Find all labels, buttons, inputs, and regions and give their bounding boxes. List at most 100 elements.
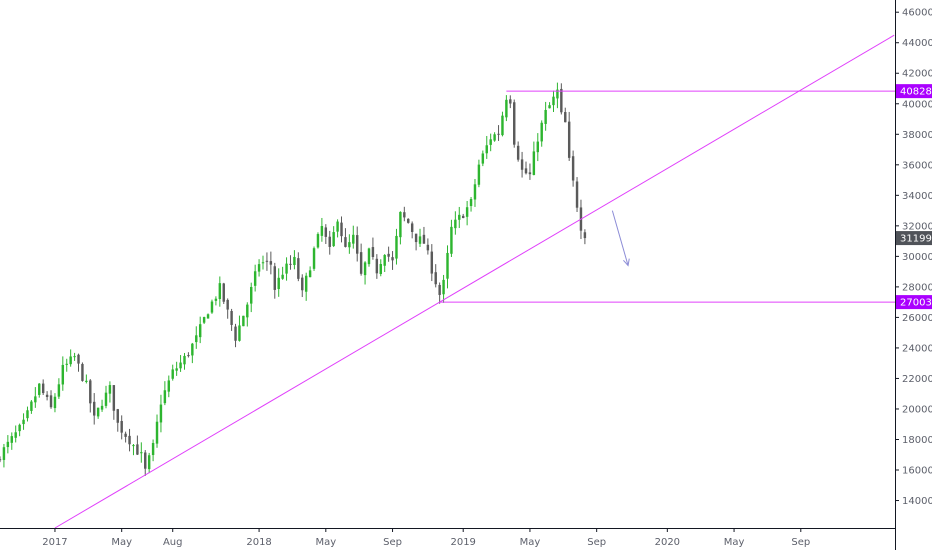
last-price-badge xyxy=(896,231,932,246)
candle-body xyxy=(100,405,104,410)
candle-body xyxy=(202,317,206,323)
candle-body xyxy=(509,99,512,104)
candle-body xyxy=(222,283,225,302)
candle-body xyxy=(53,396,57,409)
candle-body xyxy=(0,459,2,461)
time-tick-label: May xyxy=(315,537,336,548)
candle-body xyxy=(567,121,571,158)
candle-body xyxy=(120,420,123,433)
price-tick-label: 32000 xyxy=(902,221,932,232)
candle-body xyxy=(77,354,80,364)
candle-body xyxy=(477,164,481,185)
candle-body xyxy=(469,199,473,207)
candle-body xyxy=(38,383,41,395)
candle-body xyxy=(532,151,536,175)
time-tick-label: May xyxy=(111,537,132,548)
candle-body xyxy=(116,409,119,423)
candle-body xyxy=(316,234,320,248)
candle-body xyxy=(147,455,151,470)
candle-body xyxy=(564,112,567,123)
candle-body xyxy=(273,266,276,290)
candle-body xyxy=(391,257,394,261)
projection-arrow[interactable] xyxy=(611,210,629,266)
last-price-badge-label: 31199 xyxy=(900,234,932,245)
candle-body xyxy=(41,383,45,394)
candle-body xyxy=(407,218,410,223)
candle-body xyxy=(159,404,163,423)
candle-body xyxy=(355,235,359,254)
candle-body xyxy=(242,315,245,327)
candle-body xyxy=(575,181,579,208)
candle-body xyxy=(387,253,390,257)
candle-body xyxy=(293,256,296,266)
price-axis[interactable]: 14000 16000 18000 20000 22000 24000 26000 28000… xyxy=(895,8,932,507)
candle-body xyxy=(45,394,49,397)
candle-body xyxy=(520,159,524,170)
candle-body xyxy=(328,236,331,247)
level-price-badge xyxy=(896,295,932,310)
candle-body xyxy=(497,133,500,135)
candle-body xyxy=(516,145,520,160)
time-tick-label: May xyxy=(724,537,745,548)
candle-body xyxy=(556,89,559,99)
candle-body xyxy=(92,401,96,416)
candle-body xyxy=(285,263,288,274)
candle-body xyxy=(422,234,426,244)
candle-body xyxy=(414,233,418,243)
candle-body xyxy=(426,244,430,251)
candle-body xyxy=(371,247,375,258)
time-axis[interactable]: 2017 May Aug 2018 May Sep 2019 May Sep 2020 May Sep xyxy=(42,528,810,548)
candle-body xyxy=(175,368,178,371)
candle-body xyxy=(375,258,379,274)
candle-body xyxy=(418,236,422,244)
candle-body xyxy=(485,145,488,154)
candle-body xyxy=(73,356,76,358)
candle-body xyxy=(163,390,167,404)
candle-body xyxy=(501,115,504,136)
candle-body xyxy=(85,380,88,382)
level-price-badge-label: 27003 xyxy=(900,298,932,309)
candle-body xyxy=(536,141,540,153)
candle-body xyxy=(458,214,461,220)
candle-body xyxy=(6,441,10,448)
candle-body xyxy=(544,109,547,124)
candle-body xyxy=(136,444,139,455)
candle-body xyxy=(403,212,406,218)
candle-body xyxy=(132,445,135,447)
candle-body xyxy=(442,279,445,295)
time-tick-label: Sep xyxy=(791,537,810,548)
candle-body xyxy=(571,156,575,181)
candle-body xyxy=(214,298,218,301)
price-tick-label: 14000 xyxy=(902,496,932,507)
candle-body xyxy=(461,215,465,219)
candle-body xyxy=(140,452,143,454)
candle-body xyxy=(493,134,496,141)
candle-body xyxy=(289,263,292,265)
candle-body xyxy=(108,385,112,394)
time-tick-label: Aug xyxy=(163,537,183,548)
candle-body xyxy=(359,252,363,274)
price-tick-label: 18000 xyxy=(902,435,932,446)
price-tick-label: 36000 xyxy=(902,160,932,171)
candle-body xyxy=(89,380,92,404)
candle-body xyxy=(81,363,84,381)
candle-body xyxy=(297,258,300,279)
time-tick-label: 2018 xyxy=(246,537,271,548)
price-tick-label: 28000 xyxy=(902,282,932,293)
candle-body xyxy=(348,242,351,248)
candle-body xyxy=(312,248,316,269)
price-tick-label: 38000 xyxy=(902,130,932,141)
candle-body xyxy=(187,355,190,357)
candle-body xyxy=(234,326,237,341)
candle-body xyxy=(513,102,516,145)
price-tick-label: 44000 xyxy=(902,38,932,49)
trendline[interactable] xyxy=(54,34,895,529)
candle-body xyxy=(583,232,587,239)
candle-body xyxy=(18,424,21,432)
price-tick-label: 26000 xyxy=(902,313,932,324)
candle-body xyxy=(124,433,127,437)
candle-body xyxy=(128,435,131,445)
time-tick-label: May xyxy=(520,537,541,548)
candle-body xyxy=(410,223,414,232)
